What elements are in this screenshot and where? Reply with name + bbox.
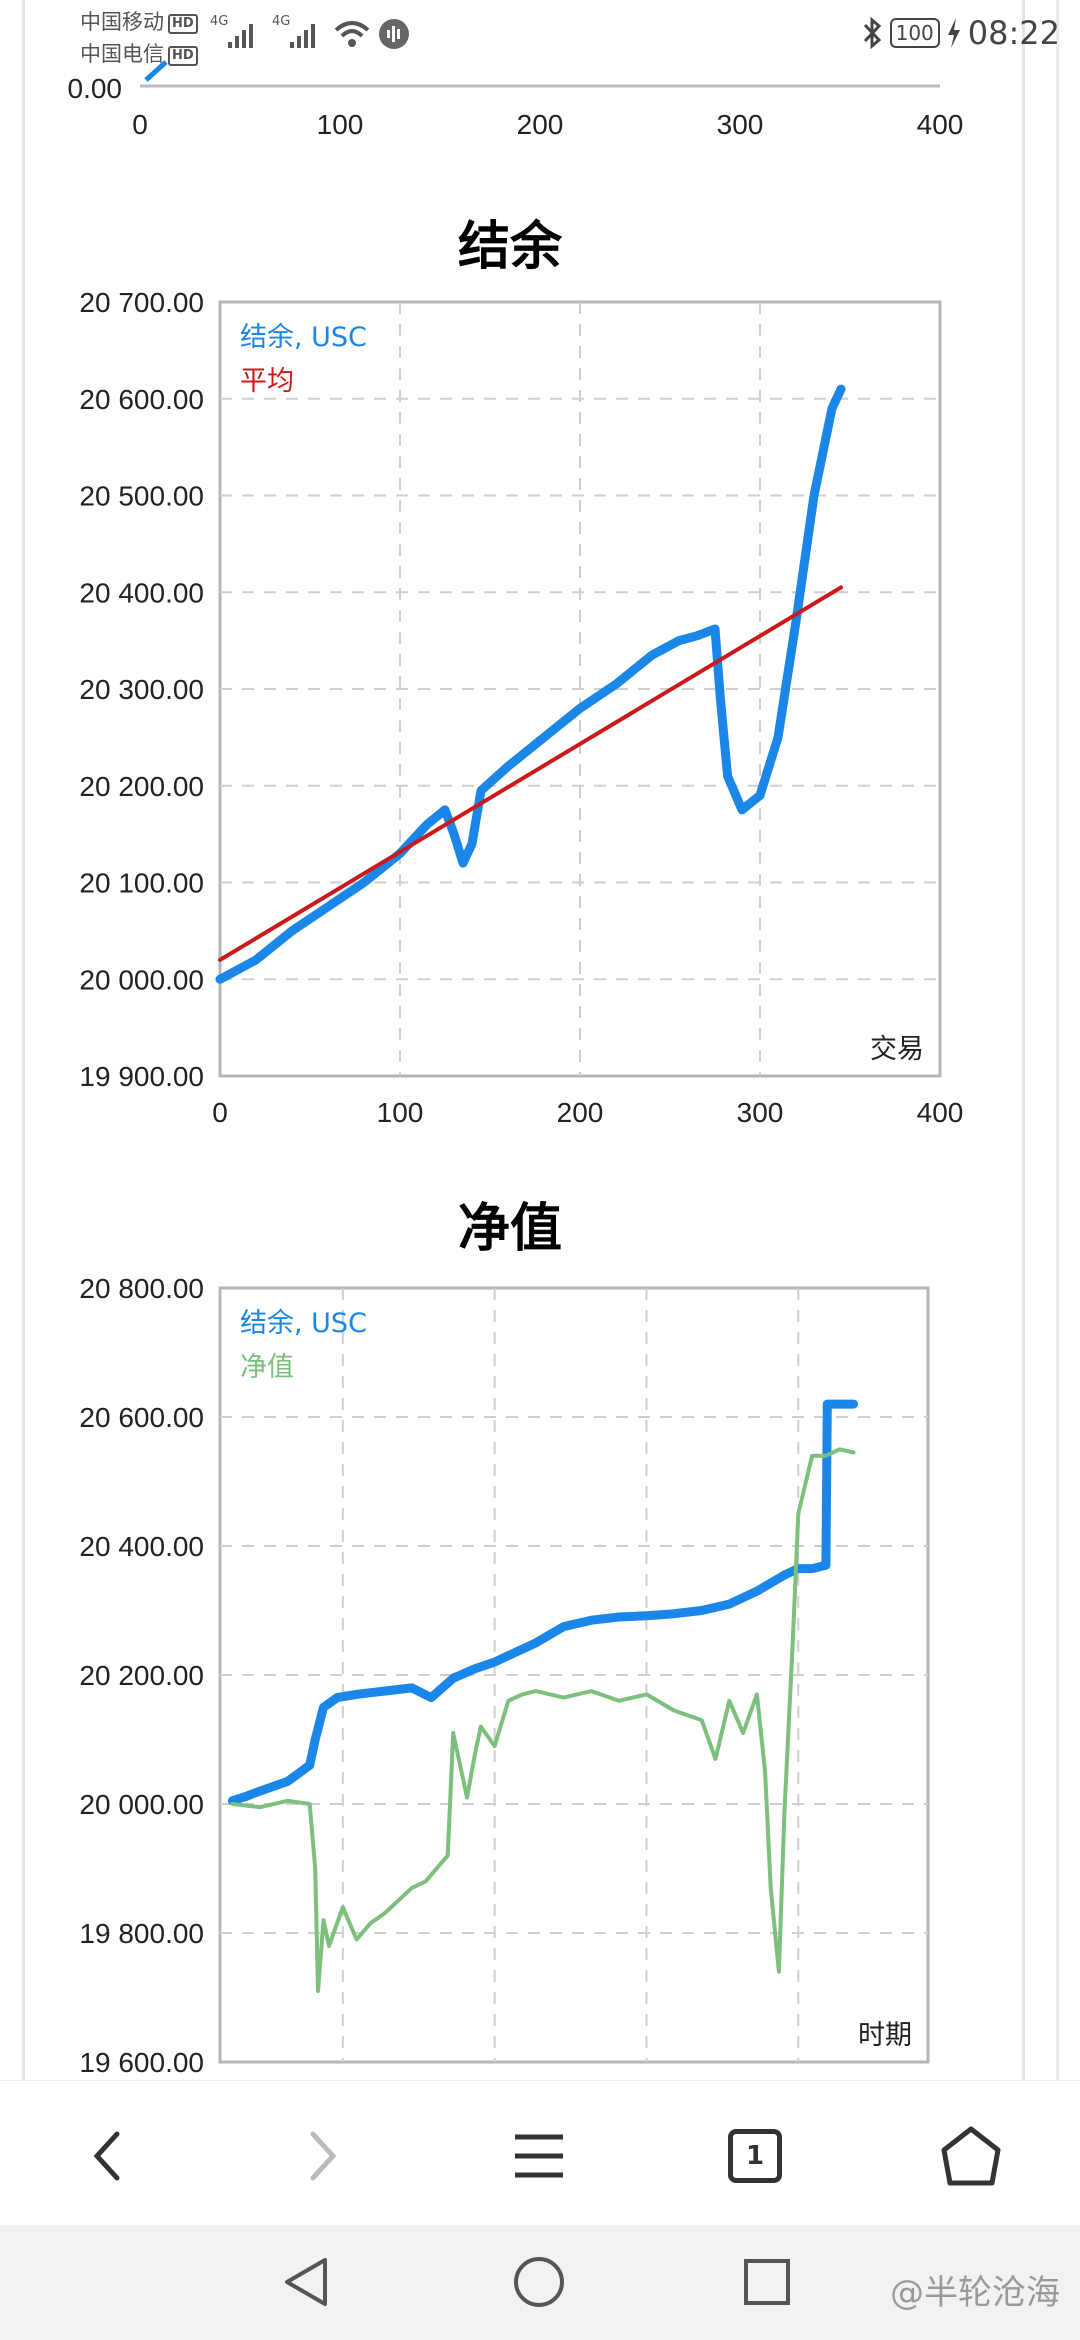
x-tick-label: 300 (737, 1097, 784, 1128)
previous-chart-x-tick: 300 (717, 109, 764, 140)
status-bar: 中国移动 HD 中国电信 HD 4G 4G 100 (0, 0, 1080, 70)
chevron-right-icon (310, 2131, 337, 2181)
sound-icon (379, 19, 409, 49)
y-tick-label: 20 400.00 (79, 1531, 204, 1562)
legend-entry: 结余, USC (240, 322, 367, 353)
back-button[interactable] (62, 2111, 152, 2201)
y-tick-label: 20 500.00 (79, 481, 204, 512)
circle-home-icon (514, 2257, 564, 2307)
home-icon (941, 2126, 1001, 2186)
bluetooth-icon (863, 16, 881, 50)
y-tick-label: 20 700.00 (79, 287, 204, 318)
y-tick-label: 20 100.00 (79, 868, 204, 899)
y-tick-label: 20 400.00 (79, 577, 204, 608)
square-recents-icon (744, 2259, 790, 2305)
previous-chart-fragment: 0.00 0 100 200 300 400 (0, 0, 1080, 160)
carrier-1: 中国移动 HD (80, 6, 198, 36)
y-tick-label: 20 600.00 (79, 384, 204, 415)
equity-chart-svg: 20 800.00 20 600.00 20 400.00 20 200.00 20 0… (79, 1273, 930, 2078)
status-right: 100 08:22 (860, 14, 1060, 52)
y-tick-label: 20 000.00 (79, 1789, 204, 1820)
carrier-2: 中国电信 HD (80, 38, 198, 68)
legend-entry: 净值 (240, 1352, 294, 1383)
previous-chart-x-tick: 0 (132, 109, 148, 140)
series-line-1 (230, 1447, 856, 1993)
series-line-1 (218, 585, 843, 962)
triangle-back-icon (285, 2258, 327, 2306)
battery-level: 100 (889, 18, 940, 48)
y-tick-label: 20 000.00 (79, 964, 204, 995)
browser-toolbar: 1 (0, 2080, 1080, 2225)
tabs-button[interactable]: 1 (710, 2111, 800, 2201)
y-tick-label: 20 200.00 (79, 771, 204, 802)
nav-home-button[interactable] (504, 2247, 574, 2317)
forward-button[interactable] (278, 2111, 368, 2201)
x-tick-label: 100 (377, 1097, 424, 1128)
x-tick-label: 0 (212, 1097, 228, 1128)
legend-entry: 平均 (240, 366, 294, 397)
clock: 08:22 (967, 14, 1060, 52)
nav-recents-button[interactable] (732, 2247, 802, 2317)
axis-caption: 时期 (858, 2020, 912, 2051)
previous-chart-y-tick: 0.00 (68, 73, 123, 104)
series-line-0 (227, 1399, 858, 1806)
menu-button[interactable] (494, 2111, 584, 2201)
previous-chart-x-tick: 400 (917, 109, 964, 140)
scroll-edge (1056, 0, 1059, 2080)
signal-icon-2 (290, 24, 315, 48)
system-nav-bar: @半轮沧海 (0, 2225, 1080, 2340)
nav-back-button[interactable] (272, 2247, 342, 2317)
menu-icon (515, 2134, 563, 2178)
series-line-0 (215, 384, 846, 984)
previous-chart-svg: 0.00 0 100 200 300 400 (68, 60, 964, 140)
y-tick-label: 19 900.00 (79, 1061, 204, 1092)
signal-icon (228, 24, 253, 48)
y-tick-label: 19 600.00 (79, 2047, 204, 2078)
chevron-left-icon (93, 2131, 120, 2181)
wifi-icon (334, 21, 370, 47)
x-tick-label: 200 (557, 1097, 604, 1128)
y-tick-label: 20 600.00 (79, 1402, 204, 1433)
network-type-2: 4G (272, 14, 291, 29)
equity-chart: 净值 20 800.00 20 600.00 20 400.00 20 200.00 2… (0, 1180, 1080, 2080)
network-type-1: 4G (210, 14, 229, 29)
charging-icon (947, 18, 960, 48)
balance-chart: 结余 20 700.00 20 600.00 20 500.00 20 400.00 2… (0, 190, 1080, 1150)
x-tick-label: 400 (917, 1097, 964, 1128)
balance-chart-svg: 20 700.00 20 600.00 20 500.00 20 400.00 20 3… (79, 287, 964, 1128)
previous-chart-x-tick: 100 (317, 109, 364, 140)
page-border-left (22, 0, 25, 2080)
y-tick-label: 19 800.00 (79, 1918, 204, 1949)
previous-chart-x-tick: 200 (517, 109, 564, 140)
balance-chart-title: 结余 (457, 217, 562, 277)
axis-caption: 交易 (870, 1034, 924, 1065)
y-tick-label: 20 800.00 (79, 1273, 204, 1304)
y-tick-label: 20 300.00 (79, 674, 204, 705)
home-button[interactable] (926, 2111, 1016, 2201)
legend-entry: 结余, USC (240, 1308, 367, 1339)
y-tick-label: 20 200.00 (79, 1660, 204, 1691)
watermark: @半轮沧海 (890, 2273, 1060, 2313)
page-border-right (1022, 0, 1025, 2080)
equity-chart-title: 净值 (457, 1199, 562, 1259)
tabs-count: 1 (728, 2129, 782, 2183)
